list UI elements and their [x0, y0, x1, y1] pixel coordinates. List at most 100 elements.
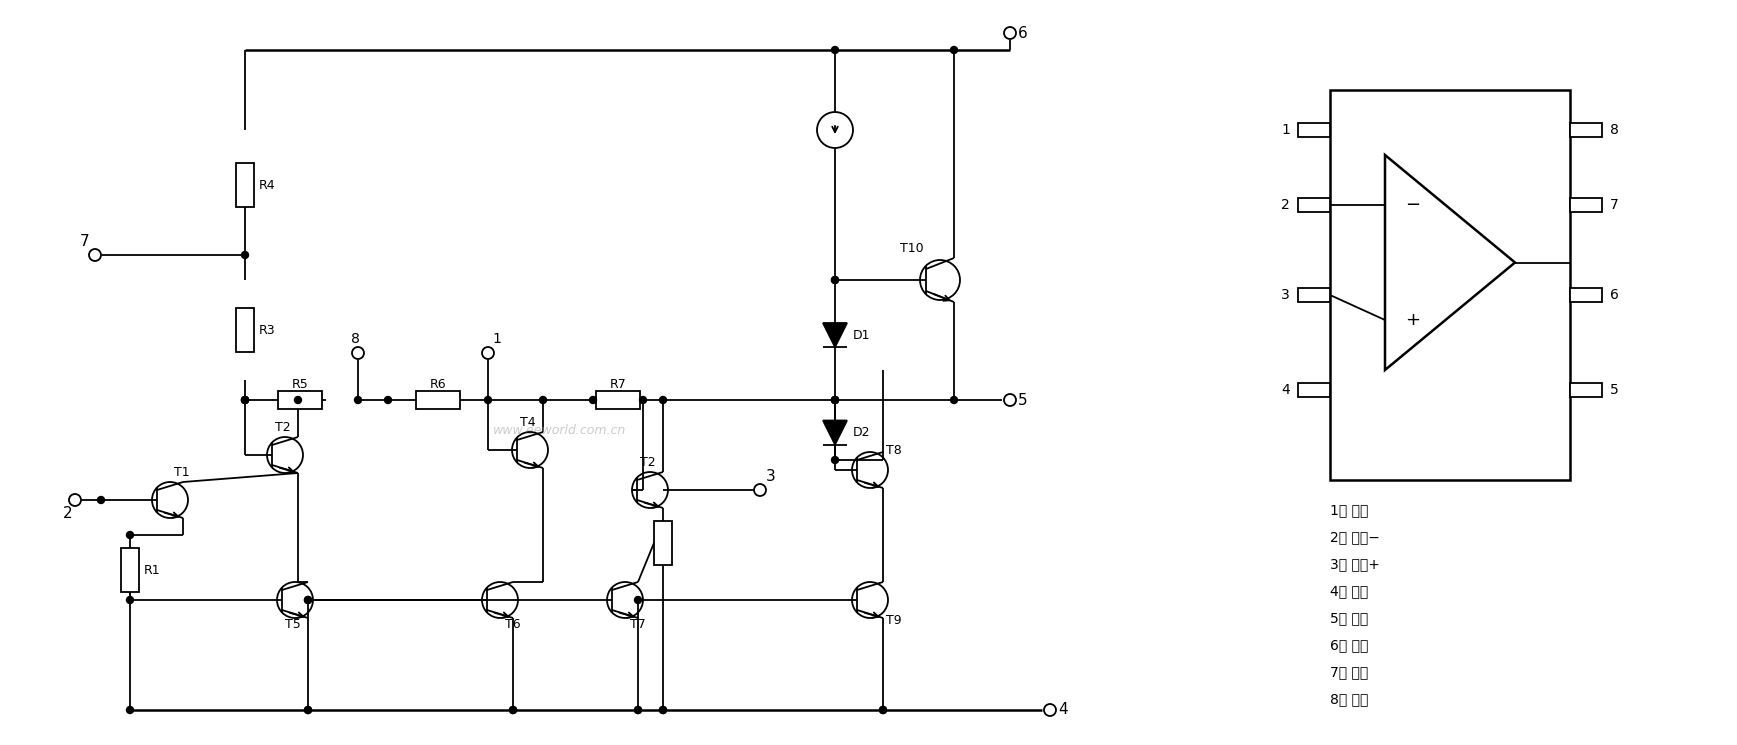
Text: 3: 3 — [1282, 288, 1291, 302]
Text: 7: 7 — [80, 233, 90, 249]
Bar — [1570, 198, 1602, 212]
Text: T2: T2 — [274, 420, 290, 434]
Text: R1: R1 — [144, 563, 160, 577]
Circle shape — [832, 276, 839, 284]
Text: R7: R7 — [610, 378, 627, 390]
Text: T5: T5 — [285, 618, 301, 632]
Circle shape — [304, 706, 311, 714]
Circle shape — [634, 597, 641, 603]
Circle shape — [97, 496, 104, 504]
Bar — [1331, 90, 1570, 480]
Text: 3: 3 — [766, 469, 776, 484]
Text: 7: 7 — [1610, 198, 1619, 212]
Text: T7: T7 — [631, 618, 646, 632]
Circle shape — [1044, 704, 1056, 716]
Circle shape — [304, 597, 311, 603]
Text: 8： 增益: 8： 增益 — [1331, 692, 1369, 706]
Text: R5: R5 — [292, 378, 309, 390]
Circle shape — [485, 396, 492, 404]
Circle shape — [950, 396, 957, 404]
Text: 2: 2 — [1282, 198, 1291, 212]
Text: 1： 增益: 1： 增益 — [1331, 503, 1369, 517]
Text: T10: T10 — [900, 241, 924, 255]
Circle shape — [632, 472, 669, 508]
Circle shape — [639, 396, 646, 404]
Text: www.eeworld.com.cn: www.eeworld.com.cn — [493, 423, 627, 437]
Circle shape — [353, 347, 365, 359]
Text: T1: T1 — [174, 466, 189, 478]
Circle shape — [606, 582, 643, 618]
Bar — [1298, 198, 1331, 212]
Circle shape — [509, 706, 516, 714]
Circle shape — [241, 252, 248, 259]
Text: +: + — [1405, 311, 1421, 329]
Text: 2： 输入−: 2： 输入− — [1331, 530, 1379, 544]
Bar — [236, 163, 254, 207]
Text: 8: 8 — [1610, 123, 1619, 137]
Circle shape — [1004, 394, 1016, 406]
Circle shape — [832, 46, 839, 54]
Circle shape — [304, 597, 311, 603]
Circle shape — [879, 706, 886, 714]
Text: R3: R3 — [259, 323, 276, 337]
Circle shape — [660, 706, 667, 714]
Text: T2: T2 — [639, 455, 655, 469]
Circle shape — [921, 260, 961, 300]
Circle shape — [832, 396, 839, 404]
Text: R4: R4 — [259, 179, 276, 191]
Circle shape — [1004, 27, 1016, 39]
Bar — [1570, 383, 1602, 397]
Text: R6: R6 — [429, 378, 446, 390]
Bar — [655, 521, 672, 565]
Text: T4: T4 — [519, 416, 535, 428]
Circle shape — [241, 396, 248, 404]
Circle shape — [816, 112, 853, 148]
Circle shape — [634, 706, 641, 714]
Bar — [278, 391, 321, 409]
Text: T8: T8 — [886, 443, 902, 457]
Circle shape — [69, 494, 82, 506]
Polygon shape — [823, 420, 848, 445]
Bar — [1298, 383, 1331, 397]
Polygon shape — [1384, 155, 1515, 370]
Text: 5： 输出: 5： 输出 — [1331, 611, 1369, 625]
Text: D1: D1 — [853, 329, 870, 341]
Circle shape — [304, 706, 311, 714]
Bar — [1570, 288, 1602, 302]
Circle shape — [509, 706, 516, 714]
Circle shape — [481, 582, 518, 618]
Circle shape — [89, 249, 101, 261]
Circle shape — [384, 396, 391, 404]
Polygon shape — [823, 323, 848, 347]
Bar — [122, 548, 139, 592]
Text: 4： 接地: 4： 接地 — [1331, 584, 1369, 598]
Text: 6: 6 — [1610, 288, 1619, 302]
Circle shape — [512, 432, 547, 468]
Circle shape — [354, 396, 361, 404]
Circle shape — [589, 396, 596, 404]
Bar — [415, 391, 460, 409]
Circle shape — [241, 396, 248, 404]
Circle shape — [832, 457, 839, 463]
Text: 8: 8 — [351, 332, 360, 346]
Text: 1: 1 — [492, 332, 500, 346]
Text: 4: 4 — [1058, 703, 1068, 717]
Text: 3： 输入+: 3： 输入+ — [1331, 557, 1379, 571]
Circle shape — [754, 484, 766, 496]
Circle shape — [832, 396, 839, 404]
Circle shape — [276, 582, 313, 618]
Circle shape — [127, 706, 134, 714]
Circle shape — [853, 582, 888, 618]
Circle shape — [950, 46, 957, 54]
Text: 6: 6 — [1018, 25, 1028, 40]
Bar — [1298, 123, 1331, 137]
Bar — [1298, 288, 1331, 302]
Text: 5: 5 — [1018, 393, 1028, 408]
Circle shape — [634, 706, 641, 714]
Circle shape — [127, 531, 134, 539]
Text: −: − — [1405, 196, 1421, 214]
Bar — [1570, 123, 1602, 137]
Circle shape — [879, 706, 886, 714]
Circle shape — [853, 452, 888, 488]
Circle shape — [660, 706, 667, 714]
